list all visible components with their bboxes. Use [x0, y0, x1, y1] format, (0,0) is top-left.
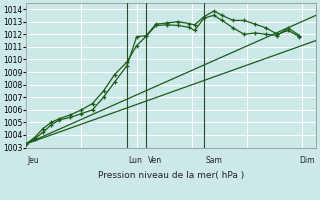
Text: Pression niveau de la mer( hPa ): Pression niveau de la mer( hPa ) [98, 171, 244, 180]
Text: Lun: Lun [128, 156, 142, 165]
Text: Jeu: Jeu [28, 156, 39, 165]
Text: Dim: Dim [299, 156, 315, 165]
Text: Sam: Sam [205, 156, 222, 165]
Text: Ven: Ven [148, 156, 162, 165]
